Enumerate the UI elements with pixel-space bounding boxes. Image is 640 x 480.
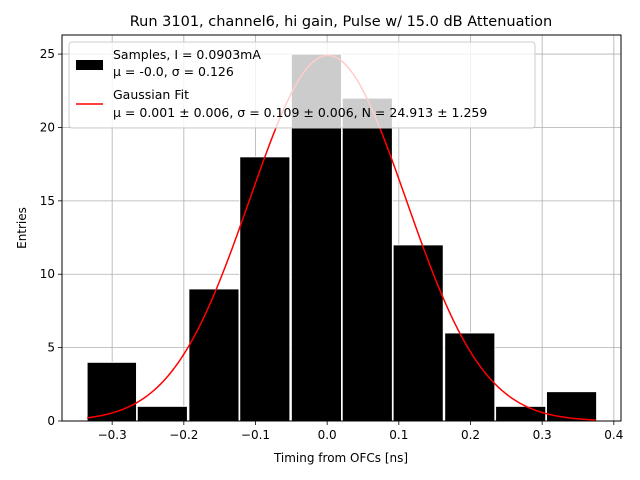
- histogram-bar-6: [392, 244, 444, 422]
- histogram-bar-5: [341, 97, 393, 422]
- y-axis-label: Entries: [15, 207, 29, 249]
- legend-samples-label: Samples, I = 0.0903mA: [113, 47, 261, 62]
- x-axis-label: Timing from OFCs [ns]: [273, 451, 408, 465]
- x-ticks: −0.3 −0.2 −0.1 0.0 0.1 0.2 0.3 0.4: [98, 421, 623, 442]
- histogram-bar-1: [136, 405, 188, 422]
- axes-frame: [61, 34, 622, 422]
- legend-samples-stats: μ = -0.0, σ = 0.126: [113, 64, 234, 79]
- legend: Samples, I = 0.0903mA μ = -0.0, σ = 0.12…: [68, 41, 536, 129]
- legend-samples-swatch: [76, 60, 103, 70]
- histogram-bar-9: [545, 391, 598, 422]
- x-tick-label-6: 0.3: [533, 428, 552, 442]
- x-tick-label-4: 0.1: [389, 428, 408, 442]
- histogram-bar-7: [444, 332, 496, 422]
- histogram-bar-0: [86, 361, 138, 422]
- legend-frame: [68, 41, 536, 129]
- x-tick-label-5: 0.2: [461, 428, 480, 442]
- x-tick-label-1: −0.2: [169, 428, 198, 442]
- x-tick-label-0: −0.3: [98, 428, 127, 442]
- x-tick-label-2: −0.1: [241, 428, 270, 442]
- chart-title: Run 3101, channel6, hi gain, Pulse w/ 15…: [130, 14, 553, 30]
- x-tick-label-7: 0.4: [604, 428, 623, 442]
- y-tick-label-5: 25: [40, 47, 55, 61]
- y-tick-label-0: 0: [47, 414, 55, 428]
- legend-fit-stats: μ = 0.001 ± 0.006, σ = 0.109 ± 0.006, N …: [113, 105, 487, 120]
- histogram-bar-8: [495, 405, 547, 422]
- legend-fit-label: Gaussian Fit: [113, 87, 189, 102]
- y-ticks: 0 5 10 15 20 25: [40, 47, 62, 428]
- y-tick-label-2: 10: [40, 267, 55, 281]
- y-tick-label-3: 15: [40, 194, 55, 208]
- y-tick-label-1: 5: [47, 341, 55, 355]
- histogram-bar-2: [188, 288, 240, 422]
- x-tick-label-3: 0.0: [318, 428, 337, 442]
- y-tick-label-4: 20: [40, 120, 55, 134]
- histogram-bar-3: [239, 156, 291, 422]
